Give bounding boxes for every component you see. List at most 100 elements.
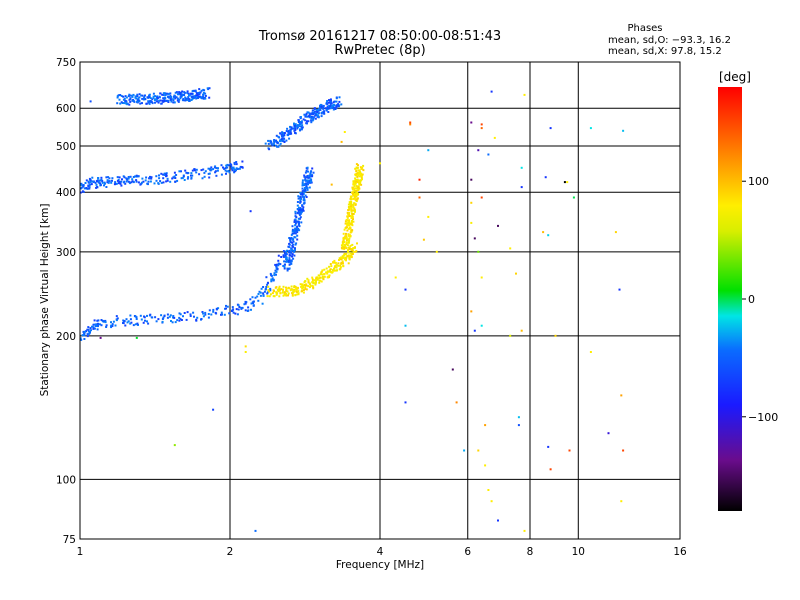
data-point xyxy=(418,178,421,181)
data-point xyxy=(348,207,351,210)
data-point xyxy=(294,293,297,296)
data-point xyxy=(346,244,349,247)
data-point xyxy=(299,209,302,212)
data-point xyxy=(265,286,268,288)
data-point xyxy=(340,103,343,106)
data-point xyxy=(202,312,205,315)
data-point xyxy=(340,262,343,265)
data-point xyxy=(268,290,270,293)
data-point xyxy=(120,101,123,104)
data-point xyxy=(350,207,353,209)
data-point xyxy=(296,225,299,228)
data-point xyxy=(160,172,163,175)
data-point xyxy=(162,100,165,103)
data-point xyxy=(146,96,149,99)
data-point xyxy=(477,250,480,253)
data-point xyxy=(620,394,623,397)
data-point xyxy=(187,176,190,179)
data-point xyxy=(333,261,336,264)
data-point xyxy=(350,215,353,218)
data-point xyxy=(273,274,276,277)
data-point xyxy=(150,177,153,180)
data-point xyxy=(310,121,313,124)
data-point xyxy=(279,288,282,291)
data-point xyxy=(356,166,359,169)
data-point xyxy=(163,314,166,317)
data-point xyxy=(351,224,354,227)
data-point xyxy=(146,314,148,317)
data-point xyxy=(302,118,305,121)
data-point xyxy=(300,120,303,123)
data-point xyxy=(135,180,138,183)
data-point xyxy=(274,263,277,266)
data-point xyxy=(175,96,178,99)
data-point xyxy=(358,179,361,182)
data-point xyxy=(107,176,110,179)
data-point xyxy=(230,165,233,168)
data-point xyxy=(282,254,285,257)
data-point xyxy=(304,115,307,118)
data-point xyxy=(338,100,341,103)
data-point xyxy=(100,324,103,327)
data-point xyxy=(191,169,194,172)
data-point xyxy=(306,181,309,184)
data-point xyxy=(196,92,199,95)
data-point xyxy=(297,220,300,223)
data-point xyxy=(487,153,490,156)
data-point xyxy=(130,181,133,184)
data-point xyxy=(362,164,365,167)
data-point xyxy=(316,278,319,281)
data-point xyxy=(125,318,128,321)
data-point xyxy=(345,232,347,235)
data-point xyxy=(303,201,306,204)
data-point xyxy=(87,328,90,331)
data-point xyxy=(352,220,355,223)
data-point xyxy=(163,172,166,175)
data-point xyxy=(304,119,307,122)
data-point xyxy=(357,164,359,167)
data-point xyxy=(106,181,109,184)
data-point xyxy=(283,265,286,268)
data-point xyxy=(480,276,483,279)
data-point xyxy=(275,293,278,296)
data-point xyxy=(83,332,86,335)
data-point xyxy=(281,131,284,134)
data-point xyxy=(299,211,302,214)
data-point xyxy=(208,96,211,99)
data-point xyxy=(111,177,114,180)
data-point xyxy=(307,176,310,179)
data-point xyxy=(294,227,297,230)
data-point xyxy=(161,318,164,320)
data-point xyxy=(350,210,353,213)
data-point xyxy=(339,267,342,270)
data-point xyxy=(204,170,207,173)
data-point xyxy=(302,208,304,211)
data-point xyxy=(134,315,137,318)
data-point xyxy=(125,100,128,103)
data-point xyxy=(287,294,289,297)
data-point xyxy=(346,224,349,227)
data-point xyxy=(346,216,349,219)
data-point xyxy=(332,103,335,106)
data-point xyxy=(92,326,95,329)
data-point xyxy=(332,108,335,111)
data-point xyxy=(328,265,331,268)
data-point xyxy=(110,321,112,324)
data-point xyxy=(355,166,358,169)
data-point xyxy=(281,135,283,138)
data-point xyxy=(202,96,204,98)
data-point xyxy=(299,121,302,123)
data-point xyxy=(323,275,326,278)
data-point xyxy=(344,246,347,249)
x-axis-label: Frequency [MHz] xyxy=(336,559,424,571)
data-point xyxy=(319,273,322,276)
data-point xyxy=(293,122,295,125)
data-point xyxy=(180,91,183,94)
data-point xyxy=(226,305,229,308)
data-point xyxy=(350,202,353,205)
data-point xyxy=(220,311,223,314)
data-point xyxy=(95,325,97,327)
data-point xyxy=(112,320,115,323)
data-point xyxy=(167,101,170,103)
data-point xyxy=(169,94,172,97)
